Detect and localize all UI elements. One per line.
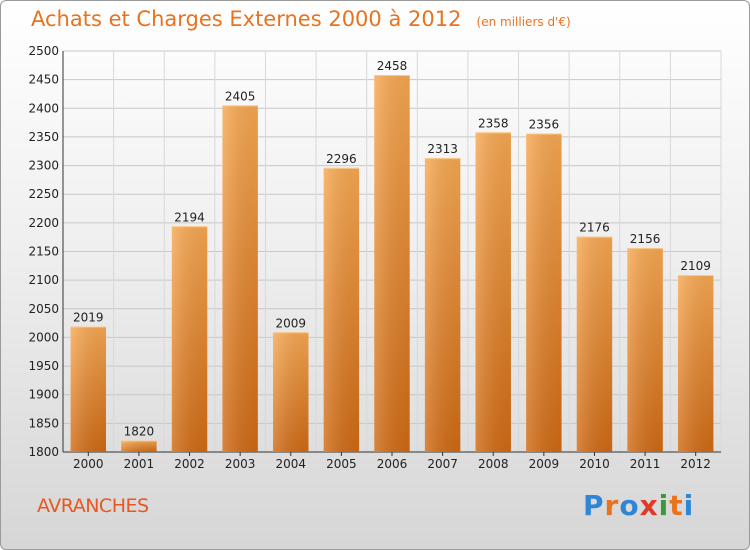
x-tick-label: 2008	[478, 457, 509, 471]
y-tick-label: 1850	[28, 416, 59, 430]
commune-name: AVRANCHES	[37, 495, 149, 517]
x-tick-label: 2006	[377, 457, 408, 471]
bar-2011	[627, 248, 663, 452]
x-tick-label: 2011	[630, 457, 661, 471]
x-tick-label: 2003	[225, 457, 256, 471]
bars-layer	[70, 75, 714, 453]
bar-shade	[526, 133, 562, 452]
chart-title: Achats et Charges Externes 2000 à 2012	[31, 7, 462, 31]
bar-2004	[273, 332, 309, 452]
data-label: 2176	[579, 221, 610, 235]
brand-letter: o	[619, 489, 640, 522]
bar-2003	[222, 105, 258, 453]
bar-2010	[576, 236, 613, 452]
y-tick-label: 2450	[28, 73, 59, 87]
brand-letter: r	[604, 489, 620, 522]
x-tick-label: 2009	[529, 457, 560, 471]
data-label: 2296	[326, 152, 357, 166]
x-tick-label: 2012	[680, 457, 711, 471]
bar-2009	[526, 133, 562, 452]
bar-shade	[70, 326, 107, 452]
chart-unit: (en milliers d'€)	[476, 15, 571, 29]
bar-2000	[70, 326, 107, 452]
brand-logo: Proxiti	[583, 489, 694, 522]
y-tick-label: 2150	[28, 245, 59, 259]
bar-2012	[677, 274, 714, 452]
bar-shade	[374, 75, 410, 452]
bar-shade	[627, 248, 663, 452]
bar-shade	[323, 167, 360, 452]
bar-shade	[171, 226, 208, 452]
bar-shade	[677, 274, 714, 452]
bar-2007	[424, 158, 461, 453]
data-label: 2009	[275, 316, 306, 330]
brand-letter: t	[669, 489, 684, 522]
y-tick-label: 1950	[28, 359, 59, 373]
x-tick-label: 2005	[326, 457, 357, 471]
bar-2005	[323, 167, 360, 452]
y-tick-label: 2100	[28, 273, 59, 287]
data-label: 2356	[529, 117, 560, 131]
bar-2008	[475, 132, 511, 453]
data-label: 2109	[680, 259, 711, 273]
data-label: 2019	[73, 311, 104, 325]
bar-shade	[273, 332, 309, 452]
bar-2006	[374, 75, 410, 452]
bar-shade	[222, 105, 258, 453]
x-tick-label: 2007	[427, 457, 458, 471]
bar-shade	[576, 236, 613, 452]
x-tick-label: 2010	[579, 457, 610, 471]
brand-letter: i	[658, 489, 670, 522]
bar-2001	[121, 440, 157, 452]
y-tick-label: 2350	[28, 130, 59, 144]
y-tick-label: 2050	[28, 302, 59, 316]
data-label: 2194	[174, 210, 205, 224]
data-label: 2458	[377, 59, 408, 73]
x-tick-label: 2004	[275, 457, 306, 471]
brand-letter: x	[639, 489, 659, 522]
data-label: 2156	[630, 232, 661, 246]
data-label: 1820	[124, 425, 155, 439]
y-tick-label: 2500	[28, 44, 59, 58]
data-label: 2358	[478, 116, 509, 130]
y-tick-label: 2400	[28, 101, 59, 115]
data-label: 2313	[427, 142, 458, 156]
x-tick-label: 2001	[124, 457, 155, 471]
y-tick-label: 2250	[28, 187, 59, 201]
bar-shade	[121, 440, 157, 452]
y-tick-label: 2200	[28, 216, 59, 230]
y-tick-label: 1800	[28, 445, 59, 459]
bar-2002	[171, 226, 208, 452]
brand-letter: i	[683, 489, 695, 522]
bar-shade	[424, 158, 461, 453]
y-tick-label: 1900	[28, 388, 59, 402]
title-row: Achats et Charges Externes 2000 à 2012 (…	[31, 7, 571, 31]
y-tick-label: 2300	[28, 159, 59, 173]
y-tick-label: 2000	[28, 330, 59, 344]
data-label: 2405	[225, 89, 256, 103]
bar-shade	[475, 132, 511, 453]
labels-layer: 1800 1850 1900 1950 2000 2050 2100 2150 2200 2250…	[28, 44, 711, 471]
brand-letter: P	[583, 489, 605, 522]
x-tick-label: 2000	[73, 457, 104, 471]
x-tick-label: 2002	[174, 457, 205, 471]
